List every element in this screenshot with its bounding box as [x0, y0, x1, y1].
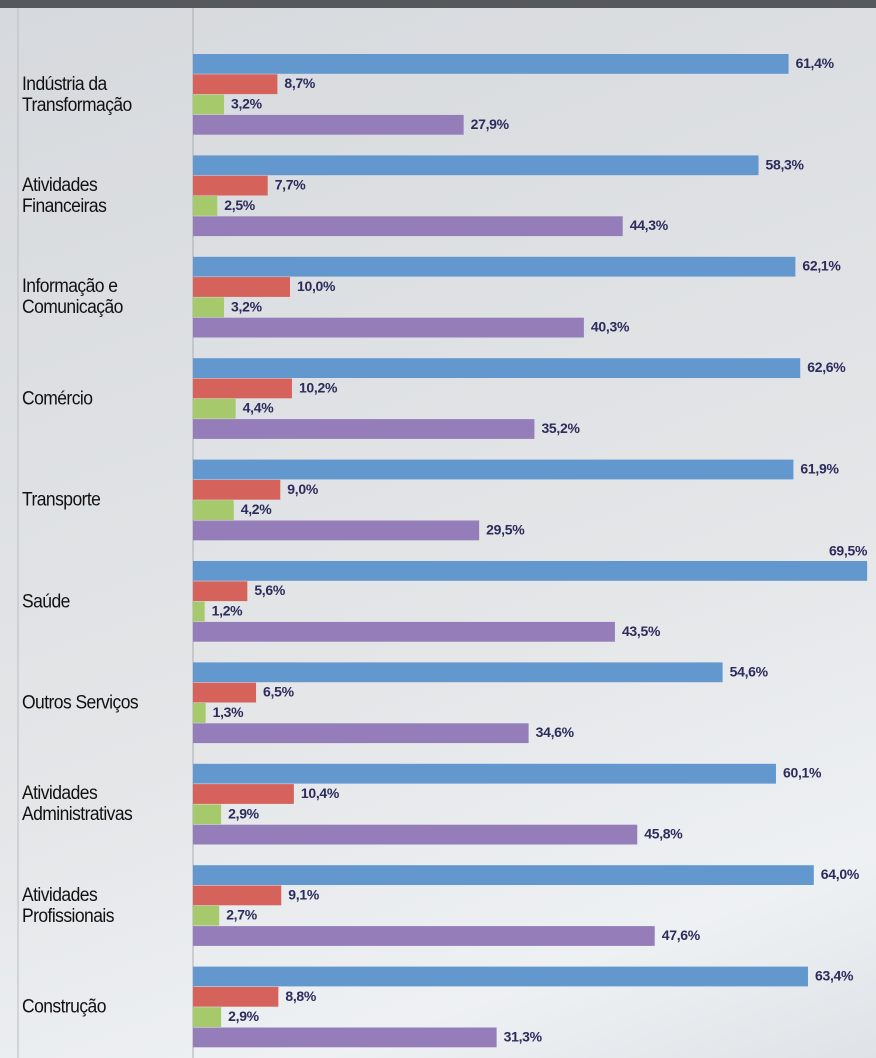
bar [193, 520, 480, 541]
bar [193, 885, 282, 906]
bar [193, 621, 615, 642]
value-label: 63,4% [815, 967, 854, 983]
category-label: Construção [22, 996, 106, 1018]
bar [193, 601, 205, 622]
value-label: 2,7% [226, 907, 258, 923]
value-label: 9,1% [288, 886, 320, 902]
category-label: Atividades Financeiras [22, 175, 107, 217]
value-label: 4,2% [241, 501, 273, 517]
bar [193, 277, 290, 297]
bar [193, 905, 220, 926]
value-label: 29,5% [486, 521, 525, 537]
value-label: 54,6% [730, 663, 769, 679]
category-label: Transporte [22, 489, 101, 511]
bar [193, 419, 535, 439]
value-label: 3,2% [231, 298, 263, 314]
value-label: 7,7% [275, 177, 307, 193]
value-label: 6,5% [263, 684, 295, 700]
value-label: 34,6% [536, 724, 575, 740]
value-label: 31,3% [504, 1028, 543, 1044]
bar [193, 358, 801, 378]
value-label: 1,3% [213, 704, 245, 720]
bar [193, 784, 294, 804]
bar [193, 1007, 222, 1027]
value-label: 8,8% [285, 988, 317, 1004]
value-label: 9,0% [287, 481, 319, 497]
bar [193, 926, 655, 946]
value-label: 62,6% [807, 359, 846, 375]
bar [193, 561, 868, 581]
bar [193, 196, 218, 216]
value-label: 27,9% [471, 116, 510, 132]
bar [193, 74, 278, 95]
bar [193, 723, 529, 744]
bar [193, 54, 789, 74]
value-label: 44,3% [630, 217, 669, 233]
value-label: 2,9% [228, 1008, 260, 1024]
bar [193, 763, 776, 784]
value-label: 10,0% [297, 278, 336, 294]
bar [193, 682, 257, 703]
value-label: 10,2% [299, 379, 338, 395]
value-label: 64,0% [821, 866, 860, 882]
bar [193, 581, 248, 602]
value-label: 43,5% [622, 623, 661, 639]
value-label: 45,8% [644, 826, 683, 842]
value-label: 60,1% [783, 765, 822, 781]
value-label: 58,3% [766, 156, 805, 172]
bar [193, 459, 794, 480]
value-label: 35,2% [541, 420, 580, 436]
value-label: 10,4% [301, 785, 340, 801]
category-label: Comércio [22, 388, 93, 410]
bar [193, 500, 234, 520]
bar [193, 398, 236, 419]
value-label: 61,9% [800, 460, 839, 476]
bar [193, 297, 225, 318]
bar [193, 94, 225, 115]
bar [193, 479, 281, 500]
value-label: 62,1% [802, 258, 841, 274]
bar [193, 317, 584, 338]
category-label: Indústria da Transformação [22, 73, 132, 116]
value-label: 61,4% [796, 55, 835, 71]
value-label: 8,7% [284, 75, 316, 91]
bar [193, 966, 808, 987]
value-label: 5,6% [254, 582, 286, 598]
value-label: 3,2% [231, 95, 263, 111]
bar [193, 865, 814, 885]
value-label: 1,2% [212, 602, 244, 618]
bar [193, 1027, 497, 1048]
category-label: Atividades Administrativas [22, 783, 133, 826]
value-label: 40,3% [591, 319, 630, 335]
value-label: 4,4% [243, 400, 275, 416]
header-bar [0, 0, 876, 8]
category-label: Outros Serviços [22, 692, 139, 714]
category-label: Saúde [22, 591, 70, 613]
bar [193, 114, 464, 135]
bar [193, 804, 222, 825]
value-label: 69,5% [829, 543, 868, 559]
bar [193, 175, 268, 196]
bar [193, 216, 623, 237]
bar [193, 703, 206, 723]
bar [193, 378, 292, 399]
value-label: 2,9% [228, 805, 260, 821]
category-label: Atividades Profissionais [22, 884, 114, 927]
bar [193, 824, 638, 845]
value-label: 2,5% [224, 197, 256, 213]
bar [193, 256, 796, 277]
bar [193, 986, 279, 1007]
bar [193, 155, 759, 176]
value-label: 47,6% [662, 927, 701, 943]
category-label: Informação e Comunicação [22, 276, 123, 319]
bar [193, 662, 723, 683]
